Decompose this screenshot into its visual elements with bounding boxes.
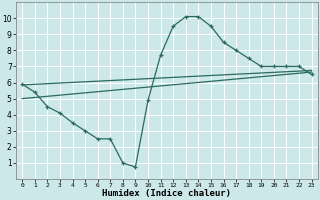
- X-axis label: Humidex (Indice chaleur): Humidex (Indice chaleur): [102, 189, 231, 198]
